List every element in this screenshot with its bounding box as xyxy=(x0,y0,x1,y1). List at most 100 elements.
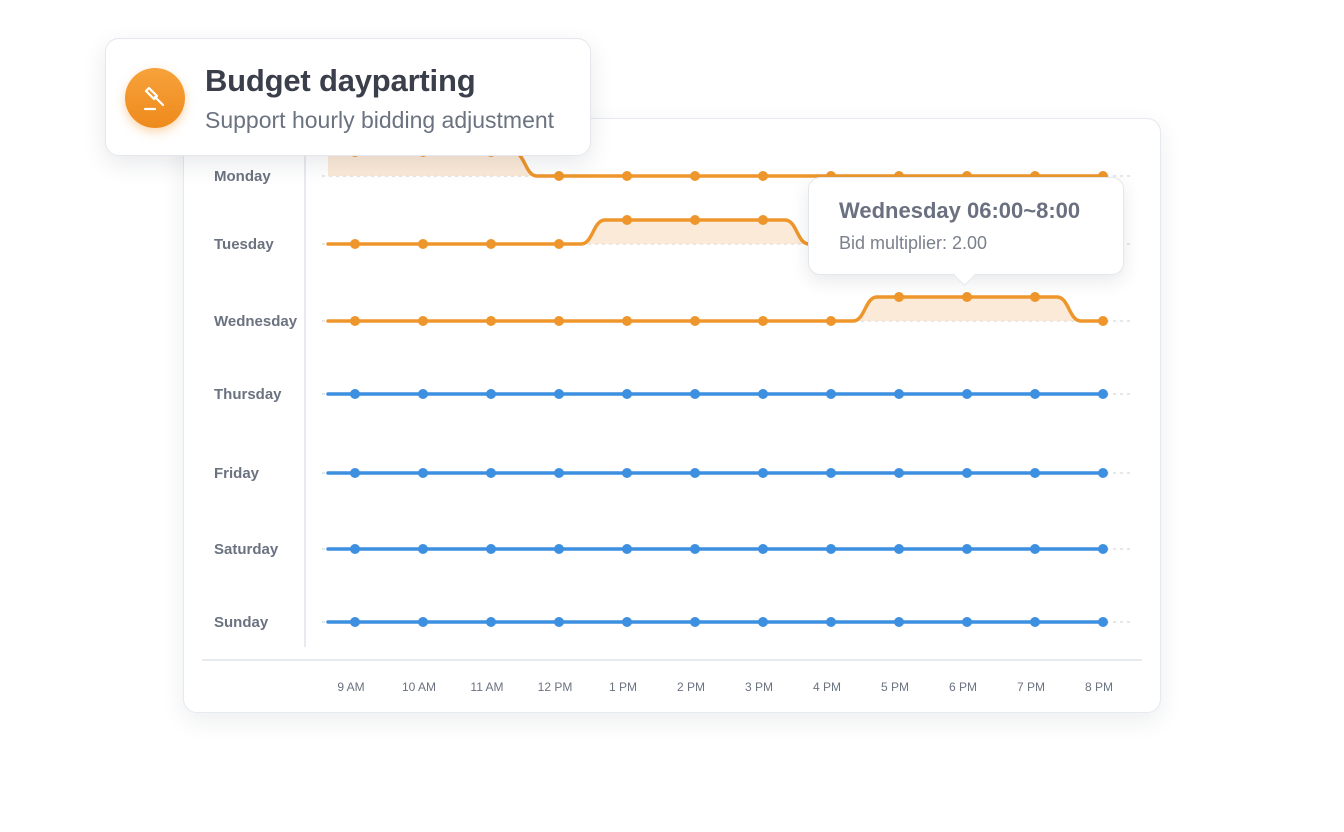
data-point xyxy=(1030,468,1040,478)
data-point xyxy=(758,468,768,478)
data-point xyxy=(758,215,768,225)
data-point xyxy=(622,544,632,554)
data-point xyxy=(418,316,428,326)
data-point xyxy=(1030,544,1040,554)
day-label: Tuesday xyxy=(214,236,274,253)
chart-tooltip: Wednesday 06:00~8:00 Bid multiplier: 2.0… xyxy=(808,177,1124,275)
data-point xyxy=(554,171,564,181)
data-point xyxy=(350,544,360,554)
data-point xyxy=(690,617,700,627)
data-point xyxy=(486,468,496,478)
data-point xyxy=(826,316,836,326)
data-point xyxy=(554,544,564,554)
data-point xyxy=(622,215,632,225)
data-point xyxy=(418,617,428,627)
x-tick-label: 7 PM xyxy=(1017,680,1045,694)
data-point xyxy=(350,617,360,627)
data-point xyxy=(554,239,564,249)
data-point xyxy=(826,468,836,478)
data-point xyxy=(826,544,836,554)
data-point xyxy=(418,389,428,399)
data-point xyxy=(894,468,904,478)
x-tick-label: 4 PM xyxy=(813,680,841,694)
x-tick-label: 8 PM xyxy=(1085,680,1113,694)
data-point xyxy=(1098,617,1108,627)
data-point xyxy=(894,544,904,554)
data-point xyxy=(418,544,428,554)
data-point xyxy=(690,171,700,181)
data-point xyxy=(1030,292,1040,302)
data-point xyxy=(690,316,700,326)
data-point xyxy=(486,617,496,627)
data-point xyxy=(1030,617,1040,627)
data-point xyxy=(1030,389,1040,399)
data-point xyxy=(554,316,564,326)
data-point xyxy=(826,389,836,399)
data-point xyxy=(486,316,496,326)
data-point xyxy=(350,389,360,399)
x-tick-label: 3 PM xyxy=(745,680,773,694)
x-tick-label: 10 AM xyxy=(402,680,436,694)
data-point xyxy=(486,544,496,554)
data-point xyxy=(486,239,496,249)
data-point xyxy=(1098,544,1108,554)
data-point xyxy=(622,389,632,399)
tooltip-body: Bid multiplier: 2.00 xyxy=(839,233,988,253)
data-point xyxy=(826,617,836,627)
gavel-icon xyxy=(125,68,185,128)
data-point xyxy=(758,389,768,399)
data-point xyxy=(894,389,904,399)
x-tick-label: 2 PM xyxy=(677,680,705,694)
data-point xyxy=(1098,389,1108,399)
x-tick-label: 6 PM xyxy=(949,680,977,694)
data-point xyxy=(962,292,972,302)
data-point xyxy=(690,215,700,225)
x-tick-label: 11 AM xyxy=(470,680,503,694)
data-point xyxy=(962,468,972,478)
data-point xyxy=(350,468,360,478)
data-point xyxy=(554,468,564,478)
data-point xyxy=(962,544,972,554)
data-point xyxy=(690,468,700,478)
day-label: Wednesday xyxy=(214,313,298,330)
adjustment-area xyxy=(328,220,1130,244)
data-point xyxy=(554,389,564,399)
data-point xyxy=(486,389,496,399)
data-point xyxy=(622,171,632,181)
data-point xyxy=(1098,316,1108,326)
day-label: Friday xyxy=(214,465,260,482)
data-point xyxy=(758,171,768,181)
data-point xyxy=(690,544,700,554)
x-tick-label: 9 AM xyxy=(337,680,364,694)
day-label: Saturday xyxy=(214,541,279,558)
data-point xyxy=(622,316,632,326)
card-subtitle: Support hourly bidding adjustment xyxy=(205,107,555,133)
day-label: Monday xyxy=(214,168,271,185)
data-point xyxy=(622,468,632,478)
day-label: Thursday xyxy=(214,386,282,403)
x-tick-label: 12 PM xyxy=(538,680,573,694)
tooltip-title: Wednesday 06:00~8:00 xyxy=(839,198,1081,223)
x-tick-label: 1 PM xyxy=(609,680,637,694)
data-point xyxy=(554,617,564,627)
data-point xyxy=(418,468,428,478)
data-point xyxy=(350,316,360,326)
data-point xyxy=(758,316,768,326)
data-point xyxy=(894,292,904,302)
series-line xyxy=(326,295,1105,323)
data-point xyxy=(758,617,768,627)
data-point xyxy=(962,389,972,399)
card-title: Budget dayparting xyxy=(205,63,476,98)
data-point xyxy=(894,617,904,627)
data-point xyxy=(622,617,632,627)
data-point xyxy=(350,239,360,249)
data-point xyxy=(690,389,700,399)
x-tick-label: 5 PM xyxy=(881,680,909,694)
data-point xyxy=(1098,468,1108,478)
data-point xyxy=(758,544,768,554)
day-label: Sunday xyxy=(214,614,269,631)
feature-card: Budget dayparting Support hourly bidding… xyxy=(105,38,591,156)
data-point xyxy=(418,239,428,249)
adjustment-area xyxy=(328,297,1130,321)
